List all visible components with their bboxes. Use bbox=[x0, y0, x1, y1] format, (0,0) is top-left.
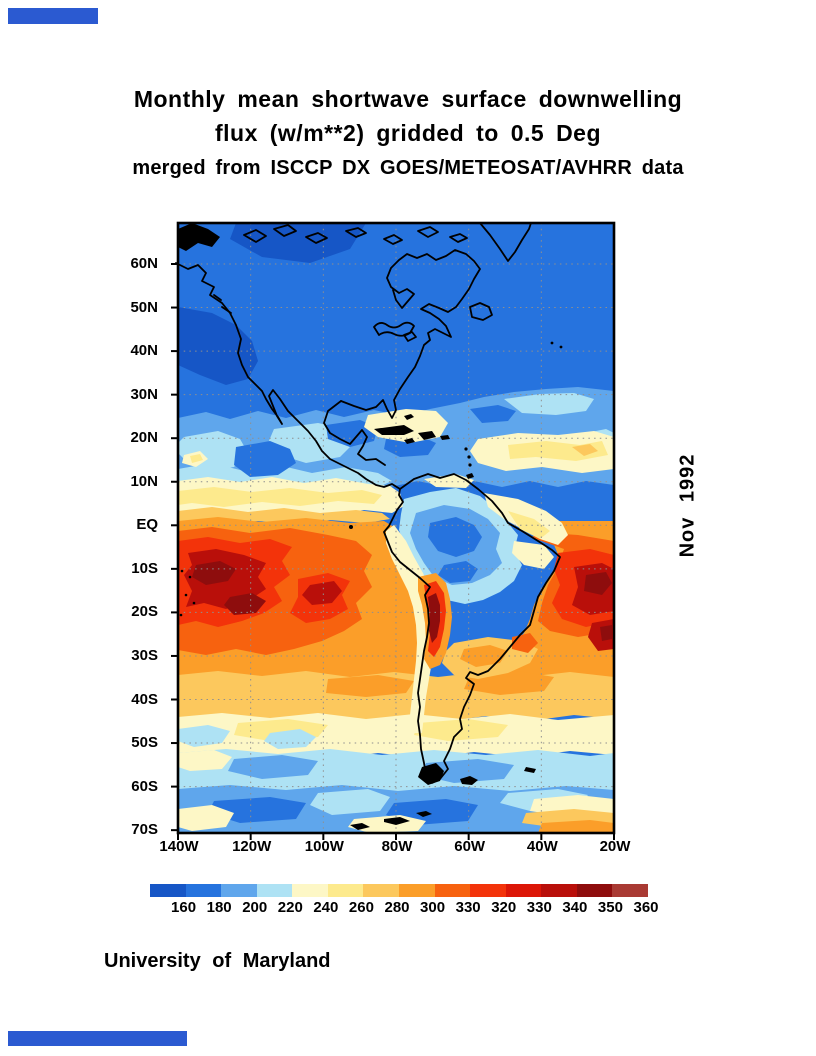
colorbar-tick-label: 280 bbox=[384, 899, 410, 916]
colorbar-segment bbox=[327, 884, 364, 897]
title-line-3: merged from ISCCP DX GOES/METEOSAT/AVHRR… bbox=[132, 157, 684, 179]
lat-tick-label: 50S bbox=[131, 734, 158, 752]
colorbar-tick-label: 320 bbox=[491, 899, 517, 916]
colorbar-segment bbox=[505, 884, 542, 897]
lat-tick-label: 20S bbox=[131, 603, 158, 621]
coastlines bbox=[175, 222, 563, 830]
colorbar-tick-label: 180 bbox=[206, 899, 232, 916]
lon-tick-label: 120W bbox=[232, 838, 272, 855]
lon-tick-label: 100W bbox=[304, 838, 344, 855]
colorbar-segment bbox=[541, 884, 577, 897]
title-line-1: Monthly mean shortwave surface downwelli… bbox=[133, 86, 683, 112]
lon-axis: 140W 120W 100W 80W 60W 40W 20W bbox=[159, 838, 630, 860]
lon-tick-label: 40W bbox=[526, 838, 558, 855]
colorbar-tick-label: 330 bbox=[526, 899, 552, 916]
colorbar-tick-label: 200 bbox=[242, 899, 268, 916]
lat-tick-label: 60S bbox=[131, 777, 158, 795]
title-line-2: flux (w/m**2) gridded to 0.5 Deg bbox=[214, 120, 602, 146]
colorbar-tick-label: 240 bbox=[313, 899, 339, 916]
lat-tick-label: 10S bbox=[131, 559, 158, 577]
lat-tick-label: 40S bbox=[131, 690, 158, 708]
lat-tick-label: 60N bbox=[130, 255, 158, 272]
lat-tick-label: 30N bbox=[130, 385, 158, 403]
axis-ticks bbox=[171, 263, 615, 840]
lon-tick-label: 60W bbox=[454, 838, 486, 855]
colorbar-segment bbox=[256, 884, 293, 897]
credit-text: University of Maryland bbox=[104, 950, 331, 972]
lat-tick-label: 70S bbox=[131, 821, 158, 839]
colorbar-segment bbox=[221, 884, 257, 897]
colorbar-segment bbox=[363, 884, 399, 897]
colorbar-tick-label: 360 bbox=[633, 899, 659, 916]
lat-tick-label: 40N bbox=[130, 342, 158, 360]
colorbar-tick-label: 220 bbox=[277, 899, 303, 916]
colorbar-segment bbox=[185, 884, 222, 897]
flux-map bbox=[171, 221, 616, 840]
colorbar-tick-label: 300 bbox=[420, 899, 446, 916]
colorbar-segment bbox=[434, 884, 471, 897]
lon-tick-label: 20W bbox=[599, 838, 631, 855]
map-frame bbox=[176, 221, 616, 835]
date-label: Nov 1992 bbox=[648, 420, 728, 590]
lon-tick-label: 80W bbox=[381, 838, 413, 855]
colorbar-labels: 160 180 200 220 240 260 280 300 330 320 330 340 350 3… bbox=[150, 899, 660, 919]
colorbar-tick-label: 340 bbox=[562, 899, 588, 916]
lon-tick-label: 140W bbox=[159, 838, 199, 855]
colorbar-segment bbox=[398, 884, 435, 897]
colorbar-segment bbox=[576, 884, 613, 897]
colorbar-tick-label: 330 bbox=[455, 899, 481, 916]
colorbar-segment bbox=[292, 884, 328, 897]
colorbar-segment bbox=[612, 884, 648, 897]
colorbar-tick-label: 260 bbox=[348, 899, 374, 916]
lat-tick-label: 20N bbox=[130, 429, 158, 447]
colorbar-tick-label: 160 bbox=[171, 899, 197, 916]
top-left-decor-bar bbox=[8, 8, 98, 24]
lat-tick-label: 10N bbox=[130, 472, 158, 490]
lat-axis: 60N 50N 40N 30N 20N 10N EQ 10S 20S 30S 40S 50S 60S 70… bbox=[104, 223, 170, 838]
colorbar-segment bbox=[470, 884, 506, 897]
colorbar-segment bbox=[150, 884, 186, 897]
bottom-left-decor-bar bbox=[8, 1031, 187, 1046]
lat-tick-label: EQ bbox=[136, 516, 158, 534]
lat-tick-label: 50N bbox=[130, 298, 158, 316]
lat-tick-label: 30S bbox=[131, 646, 158, 664]
colorbar bbox=[150, 884, 648, 897]
date-text: Nov 1992 bbox=[676, 453, 699, 557]
colorbar-tick-label: 350 bbox=[597, 899, 623, 916]
